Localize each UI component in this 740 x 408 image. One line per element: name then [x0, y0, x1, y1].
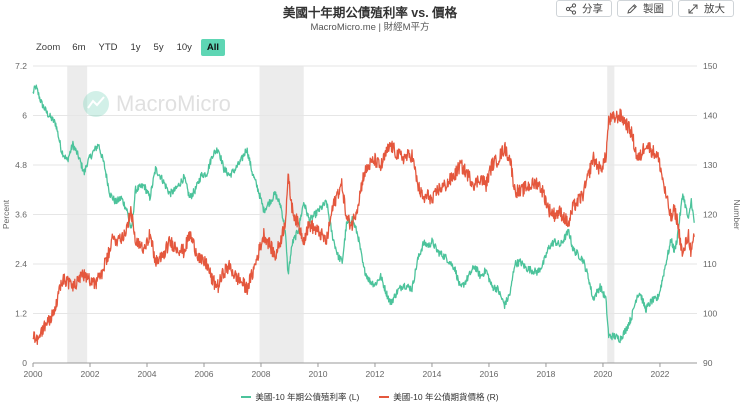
chart-title: 美國十年期公債殖利率 vs. 價格 — [282, 6, 458, 20]
x-tick-label: 2004 — [138, 369, 157, 379]
x-tick-label: 2006 — [195, 369, 214, 379]
zoom-label: Zoom — [36, 42, 61, 53]
watermark-logo-icon — [83, 91, 109, 117]
y-right-tick-label: 110 — [703, 259, 717, 269]
y-right-tick-label: 90 — [703, 358, 713, 368]
axes: 0 1.2 2.4 3.6 4.8 6 7.2 90 100 110 120 130 140 150 200… — [15, 61, 717, 379]
y-right-tick-label: 130 — [703, 160, 717, 170]
zoom-6m-button[interactable]: 6m — [72, 42, 86, 53]
x-tick-label: 2010 — [309, 369, 328, 379]
y-right-tick-label: 120 — [703, 210, 717, 220]
share-icon — [565, 2, 577, 15]
x-tick-label: 2002 — [81, 369, 100, 379]
expand-label: 放大 — [704, 3, 725, 15]
x-tick-label: 2000 — [24, 369, 43, 379]
y-left-tick-label: 1.2 — [15, 309, 27, 319]
y-left-tick-label: 3.6 — [15, 210, 27, 220]
series-line-yield[interactable] — [32, 84, 695, 344]
y-axis-left-label: Percent — [1, 199, 11, 229]
x-tick-label: 2018 — [537, 369, 556, 379]
legend-item-yield[interactable]: 美國-10 年期公債殖利率 (L) — [241, 391, 359, 403]
toolbar: 分享 製圖 放大 — [556, 0, 734, 17]
chart-subtitle: MacroMicro.me | 財經M平方 — [310, 22, 430, 33]
zoom-10y-button[interactable]: 10y — [176, 42, 192, 53]
y-left-tick-label: 2.4 — [15, 259, 27, 269]
zoom-1y-button[interactable]: 1y — [130, 42, 141, 53]
zoom-5y-button[interactable]: 5y — [153, 42, 164, 53]
x-tick-label: 2016 — [480, 369, 499, 379]
series-line-price[interactable] — [32, 108, 695, 345]
share-label: 分享 — [582, 3, 603, 15]
x-tick-label: 2012 — [366, 369, 385, 379]
y-left-tick-label: 6 — [22, 111, 27, 121]
legend-label-yield: 美國-10 年期公債殖利率 (L) — [255, 392, 360, 402]
share-button[interactable]: 分享 — [556, 0, 612, 17]
legend: 美國-10 年期公債殖利率 (L) 美國-10 年公債期貨價格 (R) — [0, 391, 740, 403]
y-axis-right-label: Number — [732, 199, 740, 229]
legend-item-price[interactable]: 美國-10 年公債期貨價格 (R) — [379, 391, 499, 403]
zoom-ytd-button[interactable]: YTD — [98, 42, 118, 53]
draw-button[interactable]: 製圖 — [617, 0, 673, 17]
zoom-bar: Zoom 6m YTD 1y 5y 10y All — [36, 39, 226, 56]
pencil-icon — [627, 3, 637, 14]
watermark: MacroMicro — [83, 91, 231, 117]
y-right-tick-label: 100 — [703, 309, 717, 319]
x-tick-label: 2020 — [593, 369, 612, 379]
legend-swatch-yield — [241, 396, 252, 398]
legend-swatch-price — [379, 396, 390, 398]
zoom-all-button[interactable]: All — [200, 39, 226, 56]
watermark-trend-icon — [87, 96, 105, 109]
y-right-tick-label: 150 — [703, 61, 717, 71]
expand-button[interactable]: 放大 — [678, 0, 734, 17]
y-right-tick-label: 140 — [703, 111, 717, 121]
expand-icon — [688, 4, 698, 13]
y-left-tick-label: 4.8 — [15, 160, 27, 170]
x-tick-label: 2014 — [423, 369, 442, 379]
x-tick-label: 2008 — [252, 369, 271, 379]
y-left-tick-label: 7.2 — [15, 61, 27, 71]
draw-label: 製圖 — [643, 3, 664, 15]
legend-label-price: 美國-10 年公債期貨價格 (R) — [393, 392, 499, 402]
y-left-tick-label: 0 — [22, 358, 27, 368]
watermark-text: MacroMicro — [116, 91, 231, 116]
x-tick-label: 2022 — [650, 369, 669, 379]
series-lines — [32, 84, 695, 345]
